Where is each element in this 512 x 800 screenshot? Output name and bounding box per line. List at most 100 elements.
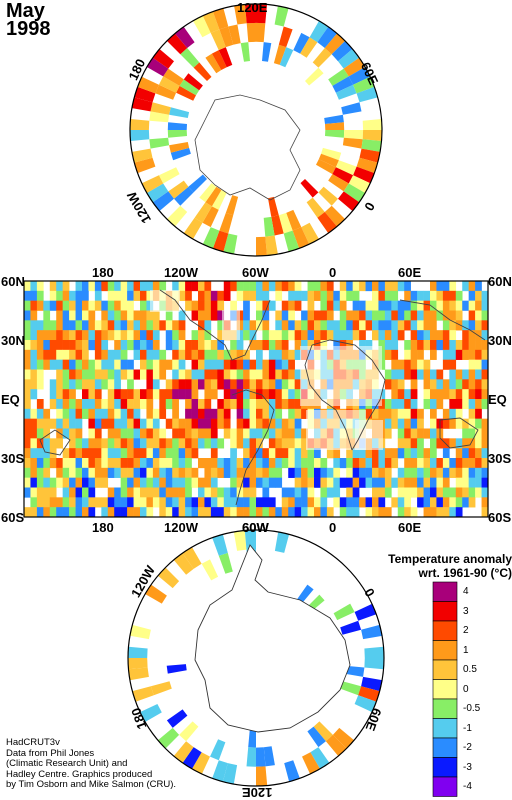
- world-grid-cell: [301, 320, 308, 331]
- world-grid-cell: [159, 399, 167, 410]
- world-grid-cell: [449, 340, 457, 351]
- world-grid-cell: [217, 497, 225, 508]
- world-grid-cell: [352, 477, 360, 488]
- world-grid-cell: [423, 330, 431, 341]
- world-grid-cell: [178, 290, 186, 301]
- world-grid-cell: [88, 477, 96, 488]
- world-grid-cell: [359, 458, 366, 469]
- world-grid-cell: [481, 310, 489, 321]
- world-grid-cell: [191, 330, 199, 341]
- world-grid-cell: [69, 467, 76, 478]
- world-grid-cell: [24, 389, 31, 400]
- world-grid-cell: [430, 330, 437, 341]
- south-polar-grid-cell: [296, 584, 314, 605]
- north-polar-grid-cell: [167, 122, 187, 130]
- world-grid-cell: [256, 359, 263, 370]
- legend-swatch: [432, 581, 458, 602]
- world-grid-cell: [262, 379, 270, 390]
- world-grid-cell: [217, 300, 225, 311]
- world-grid-cell: [82, 477, 89, 488]
- world-grid-cell: [75, 379, 83, 390]
- world-grid-cell: [198, 320, 205, 331]
- world-grid-cell: [430, 310, 437, 321]
- world-grid-cell: [159, 359, 167, 370]
- world-grid-cell: [481, 389, 489, 400]
- world-grid-cell: [230, 507, 237, 518]
- north-polar-grid-cell: [141, 175, 164, 193]
- world-grid-cell: [481, 507, 489, 518]
- world-grid-cell: [436, 458, 444, 469]
- world-grid-cell: [114, 320, 121, 331]
- world-grid-cell: [88, 487, 96, 498]
- world-grid-cell: [56, 458, 63, 469]
- coastline: [159, 289, 271, 361]
- world-grid-cell: [56, 281, 63, 292]
- world-grid-cell: [223, 281, 231, 292]
- world-grid-cell: [243, 300, 250, 311]
- world-grid-cell: [462, 467, 469, 478]
- world-grid-cell: [442, 320, 450, 331]
- world-grid-cell: [230, 428, 237, 439]
- world-grid-cell: [423, 389, 431, 400]
- world-grid-cell: [442, 497, 450, 508]
- world-grid-cell: [462, 389, 469, 400]
- world-grid-cell: [449, 458, 457, 469]
- world-grid-cell: [442, 300, 450, 311]
- world-grid-cell: [178, 281, 186, 292]
- world-grid-cell: [36, 349, 44, 360]
- north-polar-grid-cell: [348, 175, 371, 193]
- world-grid-cell: [88, 458, 96, 469]
- world-grid-cell: [56, 418, 63, 429]
- world-grid-cell: [165, 497, 173, 508]
- world-grid-cell: [24, 477, 31, 488]
- south-polar-grid-cell: [222, 763, 238, 785]
- world-grid-cell: [307, 448, 315, 459]
- world-grid-cell: [30, 467, 38, 478]
- world-grid-cell: [320, 487, 328, 498]
- world-grid-cell: [288, 379, 295, 390]
- north-polar-grid-cell: [218, 47, 233, 68]
- world-grid-cell: [236, 408, 244, 419]
- world-grid-cell: [165, 359, 173, 370]
- world-grid-cell: [384, 399, 392, 410]
- world-grid-cell: [236, 438, 244, 449]
- world-grid-cell: [69, 438, 76, 449]
- legend-swatch: [432, 757, 458, 778]
- world-grid-cell: [146, 389, 154, 400]
- world-grid-cell: [191, 349, 199, 360]
- world-grid-cell: [256, 497, 263, 508]
- world-grid-cell: [307, 340, 315, 351]
- world-grid-cell: [249, 359, 257, 370]
- world-grid-cell: [372, 330, 379, 341]
- world-grid-cell: [62, 399, 70, 410]
- world-grid-cell: [462, 349, 469, 360]
- world-grid-cell: [397, 369, 405, 380]
- world-grid-cell: [30, 477, 38, 488]
- world-grid-cell: [204, 379, 212, 390]
- world-grid-cell: [94, 340, 102, 351]
- world-grid-cell: [275, 349, 283, 360]
- world-grid-cell: [391, 281, 399, 292]
- world-grid-cell: [88, 408, 96, 419]
- world-grid-cell: [449, 330, 457, 341]
- world-grid-cell: [107, 399, 115, 410]
- world-grid-cell: [481, 418, 489, 429]
- world-grid-cell: [140, 477, 147, 488]
- world-grid-cell: [114, 290, 121, 301]
- world-grid-cell: [397, 487, 405, 498]
- world-grid-cell: [455, 477, 463, 488]
- north-polar-grid-cell: [301, 222, 319, 245]
- world-grid-cell: [30, 330, 38, 341]
- north-polar-grid-cell: [234, 4, 247, 25]
- world-grid-cell: [230, 448, 237, 459]
- world-grid-cell: [449, 300, 457, 311]
- world-grid-cell: [101, 458, 109, 469]
- world-grid-cell: [43, 300, 51, 311]
- legend-swatch: [432, 640, 458, 661]
- world-grid-cell: [165, 458, 173, 469]
- legend-title-line1: Temperature anomaly: [388, 552, 512, 566]
- world-grid-cell: [365, 458, 373, 469]
- world-grid-cell: [430, 408, 437, 419]
- world-grid-cell: [404, 448, 411, 459]
- north-polar-grid-cell: [131, 148, 153, 163]
